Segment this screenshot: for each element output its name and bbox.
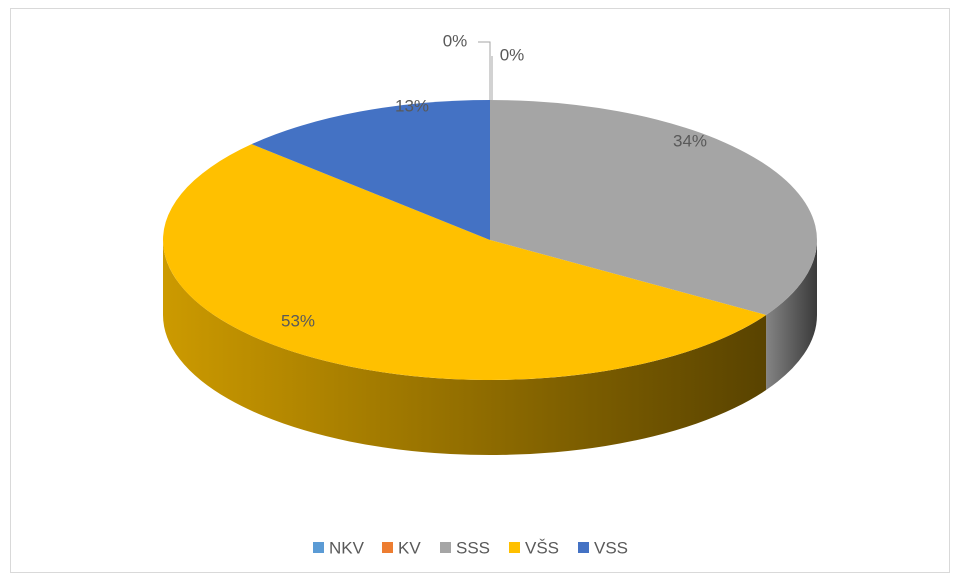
data-label: 34% xyxy=(673,131,707,150)
legend-label: SSS xyxy=(456,538,490,557)
legend-swatch xyxy=(313,542,324,553)
pie-side xyxy=(163,240,767,455)
data-label: 0% xyxy=(443,31,468,50)
legend-label: VSS xyxy=(594,538,628,557)
pie-slice xyxy=(251,100,490,240)
leader-line xyxy=(478,41,491,100)
legend-swatch xyxy=(382,542,393,553)
pie-slice xyxy=(162,144,767,381)
legend-swatch xyxy=(440,542,451,553)
data-label: 13% xyxy=(395,96,429,115)
pie-side xyxy=(766,240,817,391)
legend-label: NKV xyxy=(329,538,365,557)
legend-label: VŠS xyxy=(525,538,559,557)
legend-label: KV xyxy=(398,538,421,557)
data-label: 53% xyxy=(281,311,315,330)
legend-swatch xyxy=(578,542,589,553)
pie-slice xyxy=(490,100,817,316)
legend-swatch xyxy=(509,542,520,553)
data-label: 0% xyxy=(500,45,525,64)
